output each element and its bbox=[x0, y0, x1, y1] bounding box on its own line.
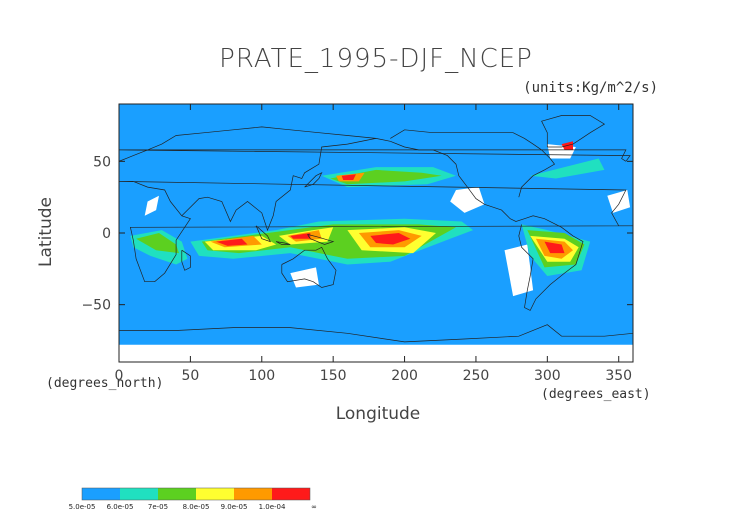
coastline bbox=[281, 246, 337, 288]
plot-area bbox=[119, 104, 633, 362]
colorbar-bin bbox=[120, 488, 158, 500]
colorbar-label: 8.0e-05 bbox=[183, 503, 210, 511]
x-tick-label: 100 bbox=[248, 368, 275, 384]
precip-region-level-2 bbox=[136, 233, 179, 254]
precip-region-level-5 bbox=[341, 174, 356, 180]
x-tick-label: 200 bbox=[391, 368, 418, 384]
colorbar-bin bbox=[196, 488, 234, 500]
coastline bbox=[119, 324, 633, 343]
colorbar-label: ∞ bbox=[311, 503, 317, 511]
coastline bbox=[304, 172, 323, 188]
x-tick-label: 0 bbox=[115, 368, 124, 384]
missing-data-region bbox=[450, 187, 485, 213]
missing-data-region bbox=[504, 244, 534, 297]
coastline bbox=[390, 140, 584, 311]
coastline bbox=[541, 115, 606, 148]
x-tick-label: 350 bbox=[605, 368, 632, 384]
coastline bbox=[390, 129, 556, 198]
coastline bbox=[119, 149, 631, 162]
y-tick-label: 0 bbox=[102, 226, 111, 242]
precip-region-level-1 bbox=[530, 158, 605, 179]
colorbar-label: 9.0e-05 bbox=[221, 503, 248, 511]
coastline bbox=[307, 234, 335, 245]
missing-data-region bbox=[144, 195, 159, 216]
coastline bbox=[181, 249, 191, 271]
precip-region-level-5 bbox=[290, 233, 311, 239]
colorbar-label: 6.0e-05 bbox=[107, 503, 134, 511]
precip-region-level-5 bbox=[544, 241, 565, 254]
x-tick-label: 150 bbox=[320, 368, 347, 384]
chart-title: PRATE_1995-DJF_NCEP bbox=[219, 44, 533, 74]
missing-data-region bbox=[607, 190, 631, 213]
missing-data-region bbox=[119, 344, 633, 362]
x-tick-label: 50 bbox=[181, 368, 199, 384]
coastline bbox=[181, 138, 377, 232]
x-unit-note: (degrees_east) bbox=[541, 387, 651, 402]
colorbar-label: 5.0e-05 bbox=[69, 503, 96, 511]
coastline bbox=[255, 225, 271, 243]
missing-data-region bbox=[290, 267, 319, 288]
colorbar-bin bbox=[158, 488, 196, 500]
colorbar-bin bbox=[234, 488, 272, 500]
x-axis-label: Longitude bbox=[335, 404, 421, 424]
y-tick-label: 50 bbox=[93, 154, 111, 170]
y-unit-note: (degrees_north) bbox=[46, 376, 164, 391]
y-tick-label: −50 bbox=[81, 298, 111, 314]
x-tick-label: 250 bbox=[463, 368, 490, 384]
precip-region-level-5 bbox=[216, 238, 248, 246]
x-tick-label: 300 bbox=[534, 368, 561, 384]
colorbar-bin bbox=[272, 488, 310, 500]
coastline bbox=[119, 181, 633, 283]
colorbar-label: 1.0e-04 bbox=[259, 503, 286, 511]
precip-region-level-5 bbox=[370, 233, 411, 245]
units-label: (units:Kg/m^2/s) bbox=[523, 80, 658, 96]
coastline bbox=[275, 241, 291, 245]
colorbar-frame bbox=[81, 487, 311, 501]
colorbar-bin bbox=[82, 488, 120, 500]
colorbar-label: 7e-05 bbox=[148, 503, 168, 511]
